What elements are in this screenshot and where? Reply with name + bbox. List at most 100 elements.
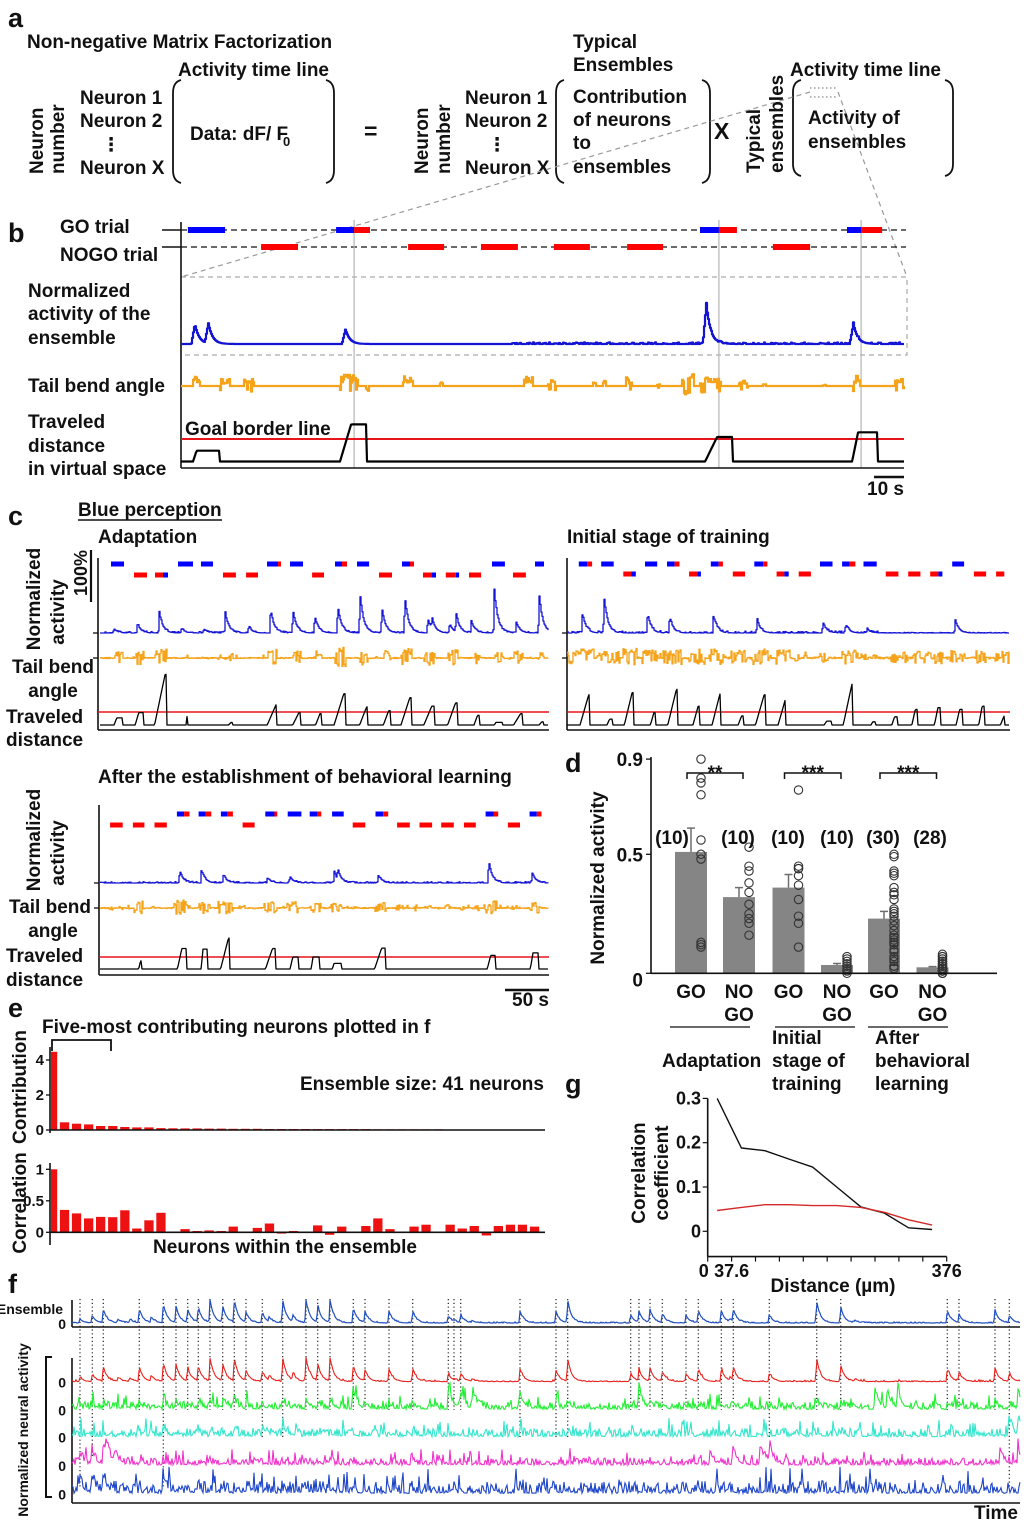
traveled-distance-trace (180, 423, 905, 463)
data-point (744, 887, 754, 898)
data-point (793, 911, 804, 921)
neuron-bar (144, 1127, 154, 1130)
go-trial-bar (309, 811, 318, 817)
data-point (889, 849, 899, 860)
tail-bend-row-label: angle (28, 921, 78, 942)
neuron-traces-bracket (45, 1356, 52, 1498)
data-point (842, 966, 852, 976)
contribution-y-axis-title: Contribution (10, 1030, 31, 1144)
ensemble-matrix-left-bracket (555, 79, 565, 184)
data-point (889, 909, 899, 919)
distance-row-label: distance (6, 970, 83, 991)
nogo-trial-bar (154, 822, 167, 828)
nogo-trial-bar (246, 572, 258, 578)
zero-label: 0 (58, 1375, 66, 1391)
neuron-bar (228, 1226, 238, 1233)
data-point (793, 918, 804, 929)
ensemble-matrix-content: ensembles (573, 157, 671, 178)
tail-bend-angle-trace (181, 373, 906, 396)
nogo-trial-bar (134, 572, 147, 578)
panel-e: e Five-most contributing neurons plotted… (8, 993, 545, 1258)
data-point (744, 899, 754, 910)
nogo-trial-bar (419, 822, 433, 828)
y-tick-label: 0 (36, 1224, 44, 1241)
nogo-trial-bar (507, 822, 520, 828)
data-point (889, 961, 899, 971)
y-tick-label: 0.3 (676, 1088, 701, 1108)
data-point (889, 947, 899, 957)
ensemble-matrix-content: to (573, 133, 591, 154)
data-point (696, 835, 706, 845)
ensemble-matrix-content: of neurons (573, 110, 671, 131)
go-trial-bar (645, 561, 658, 567)
neuron-bar (409, 1226, 419, 1233)
nogo-trial-bar (938, 571, 943, 577)
nogo-trial-bar (463, 822, 476, 828)
data-point (793, 785, 804, 795)
neuron-bar (337, 1226, 347, 1233)
significance-stars: *** (802, 763, 825, 784)
data-point (744, 913, 754, 924)
neuron-bar (156, 1212, 166, 1233)
go-trial-bar (176, 811, 185, 817)
nogo-trial-bar (441, 822, 454, 828)
go-trial-bar (842, 561, 850, 567)
data-point (889, 906, 899, 917)
group-label: behavioral (875, 1051, 970, 1072)
panel-label-a: a (8, 3, 24, 33)
group-label: learning (875, 1074, 949, 1095)
go-trial-bar (111, 561, 124, 567)
neuron-bar (108, 1126, 118, 1130)
tail-bend-row-label: Tail bend (9, 897, 91, 918)
data-matrix-content: Data: dF/ F (190, 124, 288, 145)
panel-c-heading: Blue perception (78, 500, 222, 521)
y-axis-title: Correlation (629, 1122, 650, 1223)
nogo-trial-bar (242, 822, 255, 828)
significance-bracket (783, 772, 842, 779)
go-trial-bar (267, 561, 278, 567)
panel-label-f: f (8, 1269, 18, 1299)
goal-border-line-label: Goal border line (185, 419, 331, 440)
data-point (696, 849, 706, 860)
data-point (696, 854, 706, 864)
zero-label: 0 (58, 1316, 66, 1332)
ensemble-matrix-row: Neuron 2 (465, 111, 547, 132)
nogo-trial-bar (132, 822, 145, 828)
data-point (937, 956, 948, 967)
go-trial-bar (336, 227, 355, 233)
data-matrix-row-axis-label: Neuron (27, 108, 48, 175)
neuron-bar (108, 1217, 118, 1233)
go-trial-bar (863, 561, 877, 567)
data-point (744, 866, 754, 876)
neuron-bar (120, 1127, 130, 1130)
data-point (889, 925, 899, 936)
data-matrix-row: Neuron 2 (80, 111, 162, 132)
equals-sign: = (364, 118, 377, 144)
group-label: Adaptation (662, 1051, 761, 1072)
neuron-bar (59, 1122, 70, 1130)
data-point (744, 842, 754, 852)
category-label: NO (725, 982, 754, 1003)
go-trial-bar (754, 561, 764, 567)
go-trial-bar (674, 561, 680, 567)
go-trial-bar (849, 561, 856, 567)
go-trial-bar (274, 811, 278, 817)
nmf-title: Non-negative Matrix Factorization (27, 32, 332, 53)
ensemble-matrix-content: Contribution (573, 87, 687, 108)
traveled-distance-trace (567, 683, 1009, 726)
data-point (696, 754, 706, 764)
significance-bracket (879, 772, 938, 779)
sample-size-label: (30) (866, 828, 900, 849)
ensemble-matrix-column-label: Typical (573, 32, 637, 53)
subplot-adaptation (93, 558, 549, 731)
y-tick-label: 0 (632, 970, 643, 991)
neuron-trace-4 (71, 1438, 1021, 1468)
sample-size-label: (10) (820, 828, 854, 849)
data-point (696, 942, 706, 952)
go-trial-bar (763, 561, 768, 567)
neuron-bar (264, 1223, 275, 1233)
go-trial-bar (536, 811, 542, 817)
go-trial-bar (354, 227, 370, 233)
go-trial-bar (718, 227, 737, 233)
bar (821, 965, 853, 974)
